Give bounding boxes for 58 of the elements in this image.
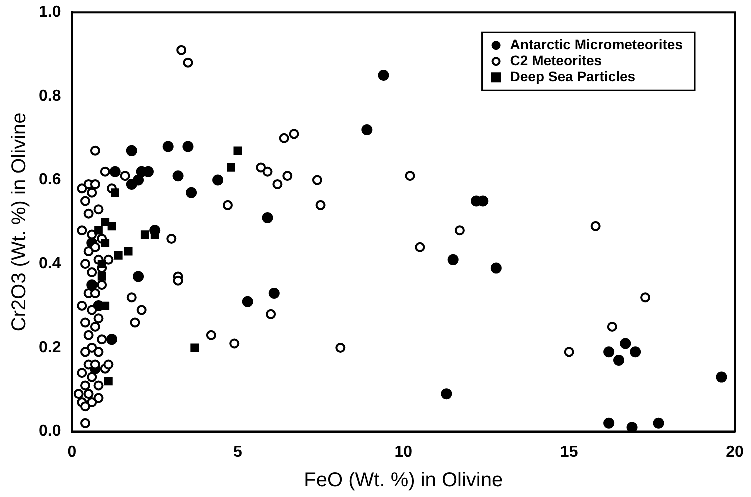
- point: [111, 188, 120, 198]
- point: [98, 272, 106, 281]
- point: [101, 218, 110, 226]
- point: [378, 70, 390, 81]
- point: [262, 212, 274, 224]
- y-axis-title: Cr2O3 (Wt. %) in Olivine: [8, 112, 31, 332]
- point: [94, 226, 103, 235]
- point: [186, 187, 198, 198]
- point: [104, 377, 113, 386]
- point: [716, 372, 728, 383]
- point: [101, 302, 110, 310]
- y-tick-label: 0.8: [38, 88, 62, 105]
- point: [124, 247, 133, 256]
- x-axis-title: FeO (Wt. %) in Olivine: [304, 470, 504, 492]
- point: [441, 388, 452, 400]
- x-tick-label: 15: [560, 444, 578, 461]
- point: [234, 146, 242, 156]
- point: [448, 254, 459, 266]
- x-tick-label: 20: [726, 444, 744, 461]
- x-tick-label: 5: [233, 444, 242, 461]
- point: [182, 141, 194, 152]
- y-tick-label: 1.0: [38, 4, 62, 22]
- point: [212, 174, 224, 186]
- point: [133, 271, 144, 282]
- point: [626, 422, 638, 432]
- point: [140, 230, 150, 239]
- x-tick-label: 10: [394, 444, 413, 461]
- point: [227, 164, 236, 172]
- point: [490, 262, 502, 274]
- legend-label: Antarctic Micrometeorites: [510, 36, 684, 52]
- point: [242, 296, 254, 308]
- y-tick-label: 0.0: [38, 423, 62, 440]
- point: [653, 418, 664, 429]
- point: [126, 145, 138, 156]
- legend-label: Deep Sea Particles: [510, 68, 636, 84]
- point: [268, 288, 280, 299]
- point: [162, 141, 174, 152]
- point: [604, 418, 615, 429]
- point: [614, 355, 625, 366]
- point: [172, 170, 184, 182]
- point: [86, 280, 98, 291]
- point: [630, 346, 642, 358]
- legend-label: C2 Meteorites: [510, 52, 602, 68]
- y-tick-label: 0.6: [38, 172, 62, 189]
- point: [190, 344, 200, 352]
- point: [604, 346, 615, 358]
- point: [620, 338, 632, 350]
- point: [98, 260, 106, 268]
- point: [114, 252, 123, 260]
- point: [106, 334, 118, 346]
- point: [110, 166, 121, 178]
- point: [101, 238, 110, 248]
- x-tick-label: 0: [68, 444, 77, 461]
- point: [108, 222, 116, 231]
- point: [362, 124, 373, 136]
- point: [133, 174, 144, 186]
- y-tick-label: 0.2: [38, 339, 62, 356]
- y-tick-label: 0.4: [38, 256, 62, 273]
